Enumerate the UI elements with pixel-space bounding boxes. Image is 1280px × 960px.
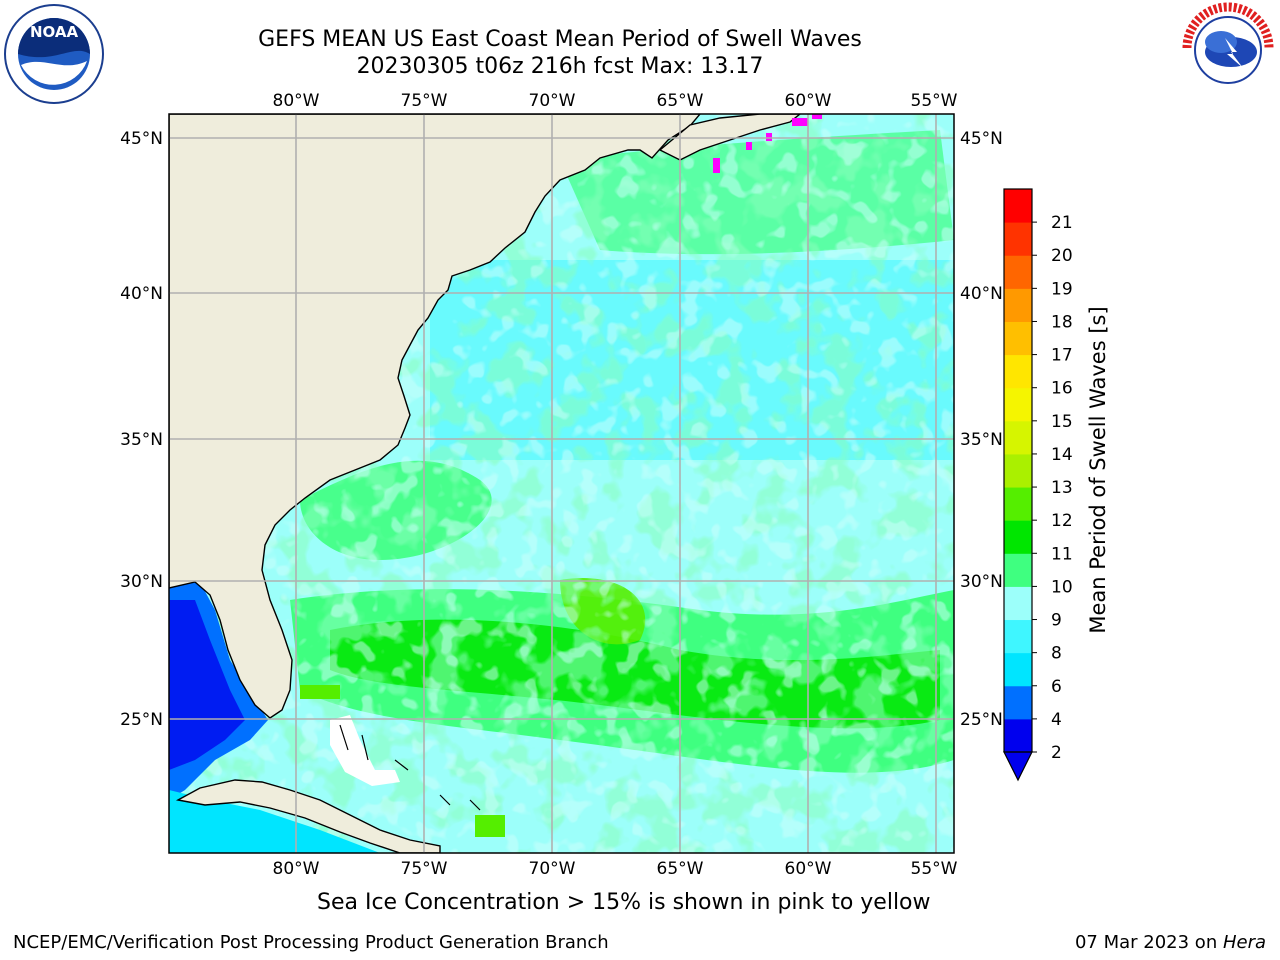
colorbar-swatch [1004, 189, 1032, 223]
colorbar-swatch [1004, 321, 1032, 356]
nova-scotia-land [658, 114, 802, 161]
colorbar-swatch [1004, 685, 1032, 720]
colorbar-swatch [1004, 619, 1032, 654]
colorbar-tick-label: 17 [1051, 346, 1073, 366]
lat-label: 40°N [120, 284, 163, 304]
colorbar-tick-label: 21 [1051, 213, 1073, 233]
colorbar-swatch [1004, 354, 1032, 389]
lon-label: 80°W [273, 91, 320, 111]
credit-date-text: 07 Mar 2023 on [1074, 932, 1223, 953]
colorbar-tick-label: 12 [1051, 511, 1073, 531]
colorbar-tick-label: 10 [1051, 577, 1073, 597]
lon-label: 70°W [529, 859, 576, 879]
graticule [169, 114, 954, 853]
colorbar-frame [1003, 188, 1033, 753]
chart-title: GEFS MEAN US East Coast Mean Period of S… [258, 27, 862, 52]
lon-label: 65°W [657, 91, 704, 111]
lon-label: 70°W [529, 91, 576, 111]
lon-label: 75°W [401, 91, 448, 111]
colorbar-swatch [1004, 487, 1032, 521]
bahamas-shallows [330, 715, 400, 786]
lat-label: 30°N [960, 572, 1003, 592]
colorbar-swatch [1004, 520, 1032, 554]
colorbar-tick-label: 16 [1051, 379, 1073, 399]
map-area [169, 114, 954, 853]
lon-label: 75°W [401, 859, 448, 879]
lon-label: 60°W [785, 91, 832, 111]
colorbar-label: Mean Period of Swell Waves [s] [1086, 306, 1110, 633]
colorbar-tick-label: 20 [1051, 246, 1073, 266]
colorbar-swatch [1004, 288, 1032, 322]
lon-label: 60°W [785, 859, 832, 879]
caribbean-low-period [169, 790, 380, 853]
lat-label: 35°N [120, 430, 163, 450]
sea-ice-cells [713, 114, 822, 173]
lon-label: 55°W [911, 91, 958, 111]
chart-subtitle: 20230305 t06z 216h fcst Max: 13.17 [356, 54, 764, 79]
lat-label: 35°N [960, 430, 1003, 450]
colorbar-swatch [1004, 586, 1032, 621]
credit-machine: Hera [1222, 932, 1266, 953]
caribbean-swell-patch [475, 815, 505, 837]
colorbar-swatch [1004, 718, 1032, 753]
lat-label: 45°N [120, 129, 163, 149]
lat-label: 30°N [120, 572, 163, 592]
colorbar-tick-label: 11 [1051, 544, 1073, 564]
colorbar-swatch [1004, 222, 1032, 256]
colorbar-swatch [1004, 387, 1032, 422]
colorbar-tick-label: 4 [1051, 710, 1062, 730]
colorbar-tick-label: 13 [1051, 478, 1073, 498]
colorbar-swatch [1004, 420, 1032, 455]
svg-text:NOAA: NOAA [30, 23, 79, 41]
cuba-land [175, 779, 441, 853]
colorbar-tick-label: 18 [1051, 312, 1073, 332]
colorbar-tick-label: 14 [1051, 445, 1073, 465]
lon-labels-bottom: 80°W 75°W 70°W 65°W 60°W 55°W [273, 859, 958, 879]
lon-label: 65°W [657, 859, 704, 879]
nws-logo [1180, 2, 1276, 98]
lat-labels-left: 45°N 40°N 35°N 30°N 25°N [120, 129, 163, 730]
gulf-lowest-period [169, 600, 245, 770]
lon-label: 80°W [273, 859, 320, 879]
colorbar-swatch [1004, 453, 1032, 488]
colorbar-swatch [1004, 255, 1032, 289]
lon-label: 55°W [911, 859, 958, 879]
colorbar-tick-label: 9 [1051, 611, 1062, 631]
lat-labels-right: 45°N 40°N 35°N 30°N 25°N [960, 129, 1003, 730]
us-landmass [169, 114, 701, 719]
colorbar-tick-label: 6 [1051, 677, 1062, 697]
credit-date: 07 Mar 2023 on Hera [1075, 932, 1266, 953]
colorbar-swatch [1004, 553, 1032, 587]
lat-label: 25°N [120, 710, 163, 730]
colorbar-tick-label: 8 [1051, 644, 1062, 664]
colorbar-extend-arrow [1003, 751, 1033, 782]
lon-labels-top: 80°W 75°W 70°W 65°W 60°W 55°W [273, 91, 958, 111]
lat-label: 45°N [960, 129, 1003, 149]
noaa-logo: NOAA [4, 4, 104, 104]
lat-label: 25°N [960, 710, 1003, 730]
colorbar: 2 4 6 8 9 10 11 12 13 14 15 16 17 18 19 20 21 [1003, 188, 1073, 782]
colorbar-tick-label: 2 [1051, 743, 1062, 763]
colorbar-tick-label: 19 [1051, 279, 1073, 299]
bahamas-swell-patch [300, 685, 340, 699]
colorbar-tick-label: 15 [1051, 412, 1073, 432]
colorbar-swatch [1004, 652, 1032, 687]
lat-label: 40°N [960, 284, 1003, 304]
map-frame [168, 113, 955, 854]
sea-ice-note: Sea Ice Concentration > 15% is shown in … [317, 890, 931, 915]
bahamas-islands [339, 724, 481, 811]
credit-branch: NCEP/EMC/Verification Post Processing Pr… [13, 932, 609, 953]
